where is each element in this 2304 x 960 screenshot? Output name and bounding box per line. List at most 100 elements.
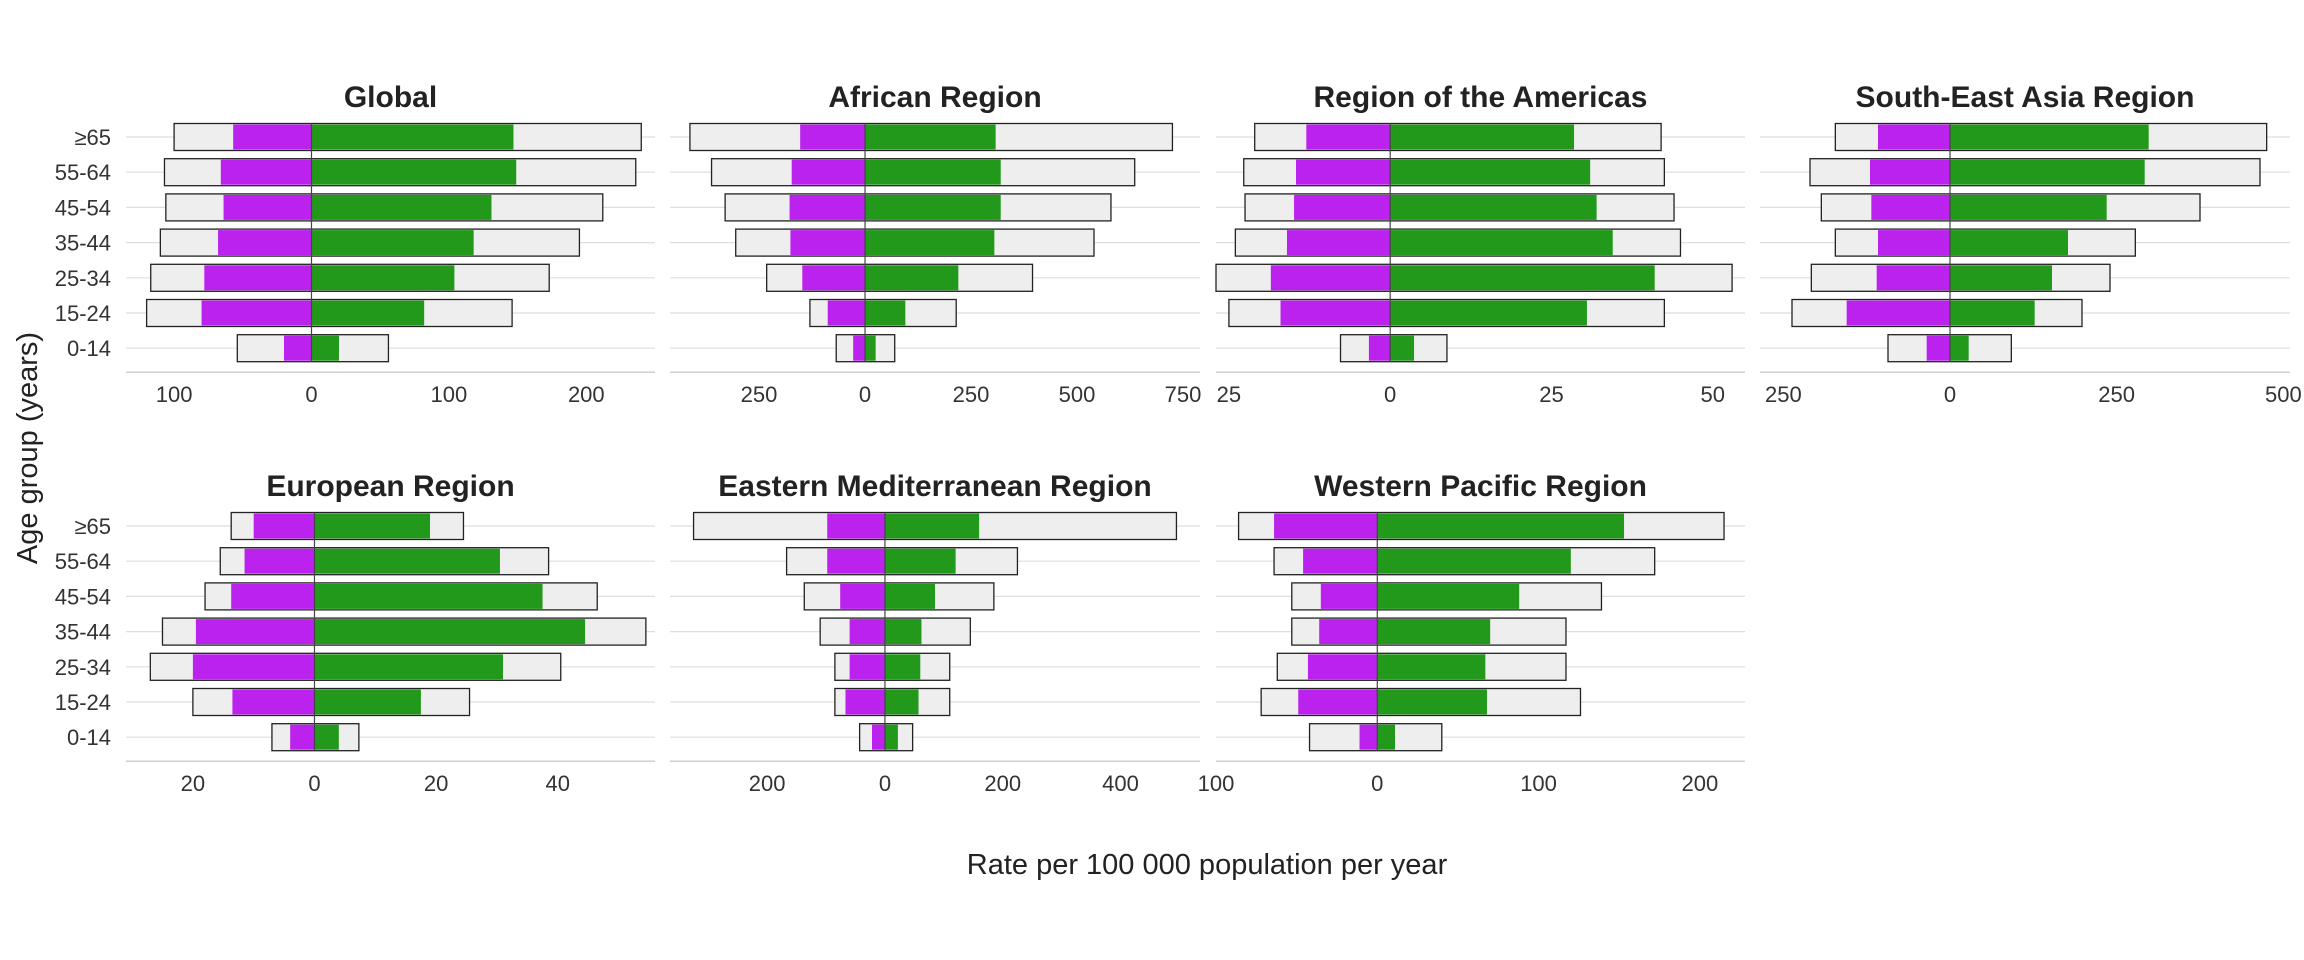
male-bar [314,583,543,609]
male-bar [314,654,503,680]
male-bar [311,230,474,256]
y-tick-label: 55-64 [55,160,111,185]
female-bar [192,654,315,680]
y-tick-label: 45-54 [55,195,111,220]
female-bar [1359,724,1378,750]
male-bar [884,654,921,680]
y-tick-label: ≥65 [74,125,111,150]
male-bar [865,265,959,291]
female-bar [290,724,315,750]
male-bar [1377,583,1520,609]
y-tick-label: 25-34 [55,655,111,680]
male-bar [311,194,492,220]
x-tick-label: 0 [305,382,317,407]
female-bar [1306,124,1391,150]
y-tick-label: 15-24 [55,301,111,326]
male-bar [1950,159,2145,185]
male-bar [865,230,995,256]
x-tick-label: 25 [1539,382,1563,407]
panel-title: South-East Asia Region [1856,81,2195,114]
x-tick-label: 0 [879,771,891,796]
female-bar [802,265,866,291]
male-bar [311,124,514,150]
female-bar [201,300,312,326]
male-bar [1950,300,2035,326]
female-bar [232,689,315,715]
male-bar [884,513,980,539]
male-bar [1377,619,1491,645]
x-tick-label: 500 [1059,382,1096,407]
x-tick-label: 0 [308,771,320,796]
male-bar [1390,159,1591,185]
x-tick-label: 200 [1681,771,1718,796]
female-bar [195,619,315,645]
panel-title: Region of the Americas [1314,81,1648,114]
male-bar [1377,548,1571,574]
female-bar [827,300,866,326]
male-bar [314,724,339,750]
female-bar [1286,230,1391,256]
male-bar [1377,724,1396,750]
male-bar [1950,230,2068,256]
male-bar [884,689,919,715]
y-axis-title: Age group (years) [12,332,44,564]
female-bar [1871,194,1950,220]
panel-title: Global [344,81,437,114]
y-tick-label: 45-54 [55,584,111,609]
female-bar [244,548,315,574]
panel-6: 100 0 100 200 Western Pacific Region [1198,470,1745,796]
male-bar [865,335,876,361]
female-bar [1846,300,1950,326]
male-bar [865,194,1001,220]
female-bar [1280,300,1391,326]
panel-4: 0-14 15-24 25-34 35-44 45-54 55-64 ≥65 20 0 20 40 E… [55,470,655,796]
panel-3: 250 0 250 500 South-East Asia Region [1760,81,2302,407]
y-tick-label: 35-44 [55,620,111,645]
male-bar [1950,265,2052,291]
female-bar [840,583,885,609]
male-bar [311,265,455,291]
x-tick-label: 100 [1198,771,1235,796]
panel-title: African Region [828,81,1041,114]
x-tick-label: 20 [181,771,205,796]
panel-5: 200 0 200 400 Eastern Mediterranean Region [670,470,1200,796]
panel-1: 250 0 250 500 750 African Region [670,81,1201,407]
female-bar [791,159,866,185]
panel-title: European Region [266,470,514,503]
female-bar [790,230,866,256]
y-tick-label: 35-44 [55,231,111,256]
female-bar [1270,265,1391,291]
male-bar [865,300,906,326]
x-tick-label: 100 [1520,771,1557,796]
x-tick-label: 200 [984,771,1021,796]
female-bar [220,159,312,185]
y-tick-label: 55-64 [55,549,111,574]
x-tick-label: 100 [156,382,193,407]
female-bar [218,230,312,256]
female-bar [1295,159,1391,185]
female-bar [1307,654,1378,680]
panel-2: 25 0 25 50 Region of the Americas [1215,81,1745,407]
x-tick-label: 25 [1217,382,1241,407]
female-bar [800,124,866,150]
female-bar [1878,230,1950,256]
male-bar [311,300,425,326]
female-bar [233,124,312,150]
female-bar [827,513,885,539]
female-bar [1876,265,1950,291]
female-bar [253,513,315,539]
male-bar [1390,124,1575,150]
female-bar [1274,513,1378,539]
x-tick-label: 200 [749,771,786,796]
x-tick-label: 250 [953,382,990,407]
male-bar [884,619,922,645]
male-bar [1390,194,1597,220]
x-tick-label: 250 [2098,382,2135,407]
y-tick-label: 25-34 [55,266,111,291]
y-tick-label: 0-14 [67,336,111,361]
male-bar [865,159,1001,185]
female-bar [1926,335,1950,361]
male-bar [1390,335,1415,361]
x-tick-label: 400 [1102,771,1139,796]
x-tick-label: 0 [859,382,871,407]
